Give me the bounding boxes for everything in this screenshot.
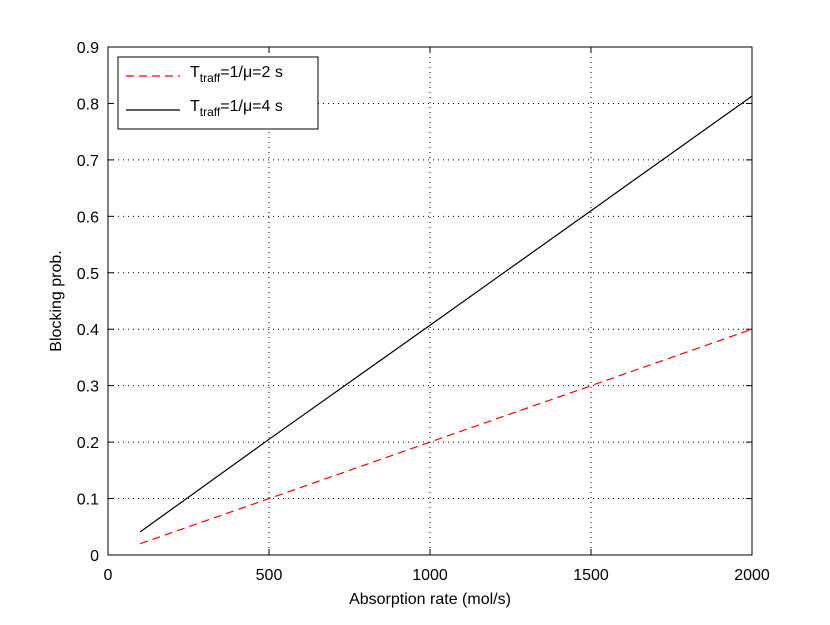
legend: Ttraff=1/μ=2 s Ttraff=1/μ=4 s (117, 56, 319, 130)
x-tick-label: 0 (104, 567, 113, 584)
series-lines (139, 95, 753, 545)
plot-area (108, 47, 752, 555)
y-axis-label: Blocking prob. (48, 250, 65, 351)
x-tick-label: 1000 (412, 567, 448, 584)
y-tick-label: 0 (90, 548, 99, 565)
series-line-2 (139, 95, 753, 533)
y-tick-label: 0.1 (77, 492, 99, 509)
y-tick-labels: 0 0.1 0.2 0.3 0.4 0.5 0.6 0.7 0.8 0.9 (77, 40, 99, 565)
legend-box (117, 56, 319, 130)
y-tick-label: 0.8 (77, 96, 99, 113)
x-tick-labels: 0 500 1000 1500 2000 (104, 567, 770, 584)
y-tick-label: 0.7 (77, 153, 99, 170)
y-tick-label: 0.6 (77, 209, 99, 226)
y-tick-label: 0.4 (77, 322, 99, 339)
plot-frame (107, 46, 753, 556)
x-tick-label: 500 (256, 567, 283, 584)
x-tick-label: 2000 (734, 567, 770, 584)
series-line-1 (140, 328, 753, 545)
legend-label: Ttraff=1/μ=4 s (190, 98, 283, 119)
legend-label: Ttraff=1/μ=2 s (190, 64, 283, 85)
x-tick-label: 1500 (573, 567, 609, 584)
y-tick-label: 0.9 (77, 40, 99, 57)
y-tick-label: 0.2 (77, 435, 99, 452)
y-tick-label: 0.3 (77, 379, 99, 396)
y-tick-label: 0.5 (77, 266, 99, 283)
x-axis-label: Absorption rate (mol/s) (349, 591, 511, 608)
